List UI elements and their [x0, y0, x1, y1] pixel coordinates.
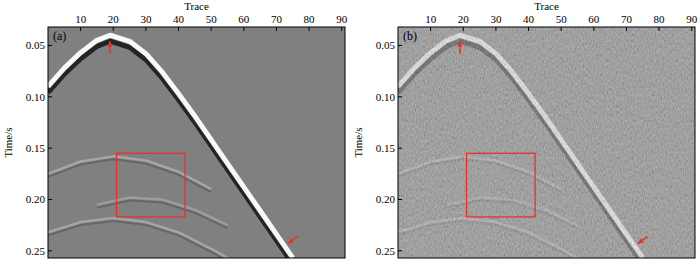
x-tick-label: 50 — [206, 13, 218, 25]
x-tick — [276, 27, 277, 31]
x-tick-label: 60 — [238, 13, 250, 25]
highlight-box — [117, 153, 186, 217]
x-tick — [178, 27, 179, 31]
event-trough — [48, 221, 228, 258]
arrow-head — [288, 238, 294, 243]
y-tick-label: 0.05 — [376, 39, 396, 51]
arrow-head — [638, 238, 644, 243]
x-tick — [113, 27, 114, 31]
arrow-shaft — [638, 236, 648, 243]
panel-title: (b) — [403, 29, 417, 43]
arrow — [457, 41, 462, 53]
x-tick — [528, 27, 529, 31]
event-peak — [48, 156, 211, 189]
x-tick-label: 30 — [490, 13, 502, 25]
x-tick-label: 80 — [654, 13, 666, 25]
highlight-box — [467, 153, 536, 217]
y-tick-label: 0.20 — [26, 193, 46, 205]
event-trough — [48, 41, 293, 258]
y-tick-label: 0.15 — [376, 142, 396, 154]
panel: 10 20 30 40 50 60 70 80 90 0.05 0.10 0.15 0.20 0.25 Tr… — [2, 0, 348, 264]
arrow-head — [457, 41, 462, 46]
x-tick — [691, 27, 692, 31]
x-tick-label: 50 — [556, 13, 568, 25]
figure: 10 20 30 40 50 60 70 80 90 0.05 0.10 0.15 0.20 0.25 Tr… — [0, 0, 700, 266]
arrow — [638, 236, 648, 243]
x-tick — [243, 27, 244, 31]
plot-area — [48, 27, 345, 258]
x-tick — [495, 27, 496, 31]
x-tick-label: 30 — [140, 13, 152, 25]
x-tick — [593, 27, 594, 31]
x-tick-label: 10 — [425, 13, 437, 25]
arrow-head — [107, 41, 112, 46]
y-tick — [398, 250, 402, 251]
y-axis-label: Time/s — [352, 127, 364, 157]
x-tick-label: 90 — [686, 13, 698, 25]
x-tick — [211, 27, 212, 31]
x-tick — [80, 27, 81, 31]
x-tick-label: 40 — [173, 13, 185, 25]
y-tick-label: 0.15 — [26, 142, 46, 154]
arrow-shaft — [288, 236, 298, 243]
x-tick-label: 10 — [75, 13, 87, 25]
arrow — [288, 236, 298, 243]
y-tick — [398, 148, 402, 149]
event-peak — [48, 218, 228, 258]
x-tick — [145, 27, 146, 31]
y-tick — [398, 199, 402, 200]
y-tick — [398, 45, 402, 46]
x-tick — [659, 27, 660, 31]
x-tick-label: 20 — [108, 13, 120, 25]
plot-area — [398, 27, 695, 258]
x-tick-label: 80 — [304, 13, 316, 25]
x-axis-label: Trace — [184, 0, 209, 12]
y-tick-label: 0.10 — [376, 91, 396, 103]
y-tick — [48, 199, 52, 200]
noise — [398, 27, 695, 258]
panel: 10 20 30 40 50 60 70 80 90 0.05 0.10 0.15 0.20 0.25 Tr… — [352, 0, 698, 264]
frame — [48, 27, 345, 258]
y-tick — [398, 96, 402, 97]
background — [398, 27, 695, 258]
y-tick-label: 0.25 — [26, 245, 46, 257]
y-tick-label: 0.10 — [26, 91, 46, 103]
x-tick-label: 90 — [336, 13, 348, 25]
y-tick-label: 0.20 — [376, 193, 396, 205]
y-axis-label: Time/s — [2, 127, 14, 157]
x-axis-label: Trace — [534, 0, 559, 12]
x-tick — [309, 27, 310, 31]
x-tick — [341, 27, 342, 31]
panel-title: (a) — [53, 29, 66, 43]
y-tick — [48, 96, 52, 97]
y-tick-label: 0.25 — [376, 245, 396, 257]
frame — [398, 27, 695, 258]
x-tick — [463, 27, 464, 31]
x-tick — [430, 27, 431, 31]
arrow — [107, 41, 112, 53]
x-tick-label: 70 — [621, 13, 633, 25]
x-tick-label: 60 — [588, 13, 600, 25]
y-tick — [48, 148, 52, 149]
x-tick — [626, 27, 627, 31]
y-tick-label: 0.05 — [26, 39, 46, 51]
x-tick-label: 20 — [458, 13, 470, 25]
x-tick — [561, 27, 562, 31]
y-tick — [48, 45, 52, 46]
x-tick-label: 40 — [523, 13, 535, 25]
y-tick — [48, 250, 52, 251]
x-tick-label: 70 — [271, 13, 283, 25]
